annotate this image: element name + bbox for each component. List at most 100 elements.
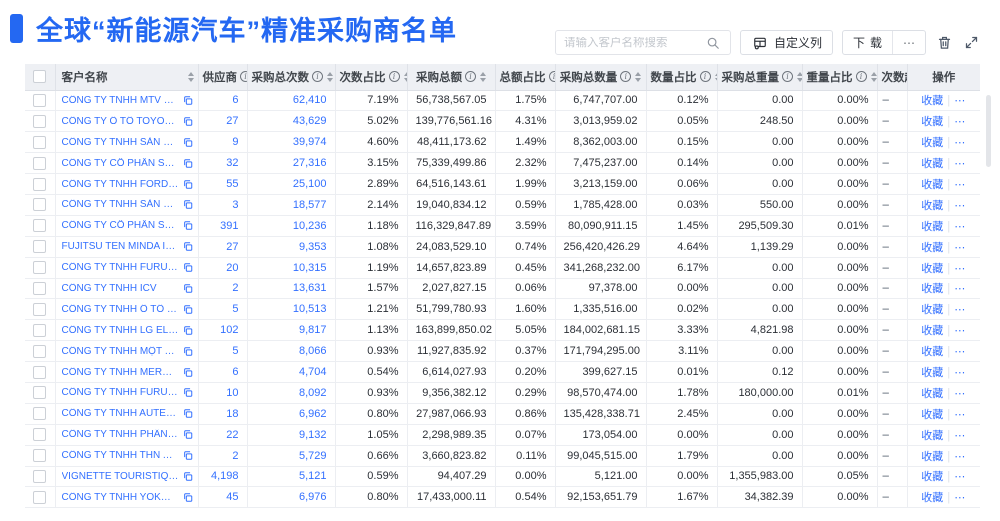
- row-checkbox[interactable]: [33, 386, 46, 400]
- info-icon[interactable]: i: [388, 71, 400, 83]
- row-more-button[interactable]: ⋯: [954, 220, 967, 233]
- row-more-button[interactable]: ⋯: [954, 387, 967, 400]
- info-icon[interactable]: i: [548, 71, 554, 83]
- favorite-button[interactable]: 收藏: [921, 450, 944, 463]
- customer-name-link[interactable]: CÔNG TY TNHH PHÂN PHỐI T...: [61, 429, 179, 441]
- copy-icon[interactable]: [183, 367, 193, 378]
- row-more-button[interactable]: ⋯: [954, 304, 967, 317]
- row-more-button[interactable]: ⋯: [954, 95, 967, 108]
- row-checkbox[interactable]: [33, 344, 46, 358]
- row-more-button[interactable]: ⋯: [954, 492, 967, 505]
- copy-icon[interactable]: [183, 220, 193, 231]
- row-checkbox[interactable]: [33, 365, 46, 379]
- copy-icon[interactable]: [183, 492, 193, 503]
- customize-columns-button[interactable]: 自定义列: [739, 30, 833, 55]
- copy-icon[interactable]: [183, 158, 193, 169]
- row-more-button[interactable]: ⋯: [954, 408, 967, 421]
- customer-name-link[interactable]: CÔNG TY CỔ PHẦN SẢN XUẤT...: [61, 157, 179, 169]
- row-more-button[interactable]: ⋯: [954, 241, 967, 254]
- row-more-button[interactable]: ⋯: [954, 346, 967, 359]
- row-more-button[interactable]: ⋯: [954, 262, 967, 275]
- row-checkbox[interactable]: [33, 281, 46, 295]
- customer-name-link[interactable]: CÔNG TY TNHH MTV SẢN XUẤ...: [61, 94, 179, 106]
- info-icon[interactable]: i: [620, 71, 632, 83]
- copy-icon[interactable]: [183, 137, 193, 148]
- row-checkbox[interactable]: [33, 469, 46, 483]
- row-more-button[interactable]: ⋯: [954, 179, 967, 191]
- copy-icon[interactable]: [183, 450, 193, 461]
- download-more-button[interactable]: ⋯: [892, 31, 925, 54]
- copy-icon[interactable]: [183, 429, 193, 440]
- row-checkbox[interactable]: [33, 302, 46, 316]
- favorite-button[interactable]: 收藏: [921, 471, 944, 484]
- row-checkbox[interactable]: [33, 156, 46, 170]
- customer-name-link[interactable]: CÔNG TY TNHH YOKOWO VIỆT...: [61, 491, 179, 503]
- copy-icon[interactable]: [183, 408, 193, 419]
- column-header-quantity[interactable]: 采购总数量 i: [555, 64, 647, 91]
- row-more-button[interactable]: ⋯: [954, 116, 967, 129]
- info-icon[interactable]: i: [312, 71, 323, 83]
- favorite-button[interactable]: 收藏: [921, 199, 944, 212]
- row-checkbox[interactable]: [33, 323, 46, 337]
- customer-name-link[interactable]: CÔNG TY TNHH FORD VIỆT NAM: [61, 178, 179, 190]
- info-icon[interactable]: i: [699, 71, 711, 83]
- column-header-supplier[interactable]: 供应商 i: [198, 64, 248, 91]
- row-more-button[interactable]: ⋯: [954, 158, 967, 171]
- customer-name-link[interactable]: CÔNG TY CỔ PHẦN SẢN XUẤT...: [61, 220, 179, 232]
- favorite-button[interactable]: 收藏: [921, 387, 944, 400]
- row-more-button[interactable]: ⋯: [954, 429, 967, 442]
- copy-icon[interactable]: [183, 116, 193, 127]
- column-header-weight[interactable]: 采购总重量 i: [717, 64, 803, 91]
- favorite-button[interactable]: 收藏: [921, 262, 944, 275]
- favorite-button[interactable]: 收藏: [921, 95, 944, 108]
- row-checkbox[interactable]: [33, 135, 46, 149]
- row-more-button[interactable]: ⋯: [954, 450, 967, 463]
- row-checkbox[interactable]: [33, 407, 46, 421]
- row-checkbox[interactable]: [33, 198, 46, 212]
- customer-name-link[interactable]: CÔNG TY TNHH MERCEDES-B...: [61, 366, 179, 378]
- favorite-button[interactable]: 收藏: [921, 283, 944, 296]
- favorite-button[interactable]: 收藏: [921, 158, 944, 171]
- row-more-button[interactable]: ⋯: [954, 325, 967, 338]
- row-more-button[interactable]: ⋯: [954, 367, 967, 380]
- column-header-times[interactable]: 采购总次数 i: [247, 64, 336, 91]
- fullscreen-icon[interactable]: [962, 34, 980, 52]
- customer-name-link[interactable]: CÔNG TY TNHH SẢN XUẤT VÀ ...: [61, 199, 179, 211]
- info-icon[interactable]: i: [782, 71, 793, 83]
- info-icon[interactable]: i: [240, 71, 246, 83]
- customer-name-link[interactable]: VIGNETTE TOURISTIQUE G UNI...: [61, 470, 179, 482]
- customer-name-link[interactable]: CÔNG TY TNHH ICV: [61, 282, 157, 294]
- download-button[interactable]: 下载: [852, 36, 887, 50]
- favorite-button[interactable]: 收藏: [921, 325, 944, 338]
- column-header-amount_pct[interactable]: 总额占比i: [495, 64, 556, 91]
- column-header-times_pct[interactable]: 次数占比 i: [335, 64, 408, 91]
- column-header-name[interactable]: 客户名称: [55, 64, 199, 91]
- favorite-button[interactable]: 收藏: [921, 220, 944, 233]
- customer-name-link[interactable]: CÔNG TY TNHH AUTEL VIỆT N...: [61, 408, 179, 420]
- search-box[interactable]: [554, 30, 731, 55]
- favorite-button[interactable]: 收藏: [921, 492, 944, 505]
- row-checkbox[interactable]: [33, 93, 46, 107]
- favorite-button[interactable]: 收藏: [921, 367, 944, 380]
- row-more-button[interactable]: ⋯: [954, 199, 967, 212]
- favorite-button[interactable]: 收藏: [921, 304, 944, 317]
- column-header-weight_pct[interactable]: 重量占比 i: [802, 64, 878, 91]
- row-checkbox[interactable]: [33, 240, 46, 254]
- customer-name-link[interactable]: CÔNG TY TNHH FURUKAWA A...: [61, 262, 179, 274]
- customer-name-link[interactable]: CÔNG TY TNHH FURUKAWA A...: [61, 387, 179, 399]
- customer-name-link[interactable]: CÔNG TY TNHH THN AUTOPAR...: [61, 450, 179, 462]
- row-checkbox[interactable]: [33, 219, 46, 233]
- row-more-button[interactable]: ⋯: [954, 471, 967, 484]
- customer-name-link[interactable]: CÔNG TY Ô TÔ TOYOTA VIỆT ...: [61, 115, 179, 127]
- row-more-button[interactable]: ⋯: [954, 283, 967, 296]
- copy-icon[interactable]: [183, 262, 193, 273]
- info-icon[interactable]: i: [855, 71, 867, 83]
- copy-icon[interactable]: [183, 95, 193, 106]
- row-more-button[interactable]: ⋯: [954, 137, 967, 150]
- favorite-button[interactable]: 收藏: [921, 429, 944, 442]
- info-icon[interactable]: i: [465, 71, 476, 83]
- customer-name-link[interactable]: FUJITSU TEN MINDA INDIA PVT...: [61, 241, 179, 253]
- copy-icon[interactable]: [183, 325, 193, 336]
- vertical-scrollbar-thumb[interactable]: [986, 95, 991, 167]
- row-checkbox[interactable]: [33, 449, 46, 463]
